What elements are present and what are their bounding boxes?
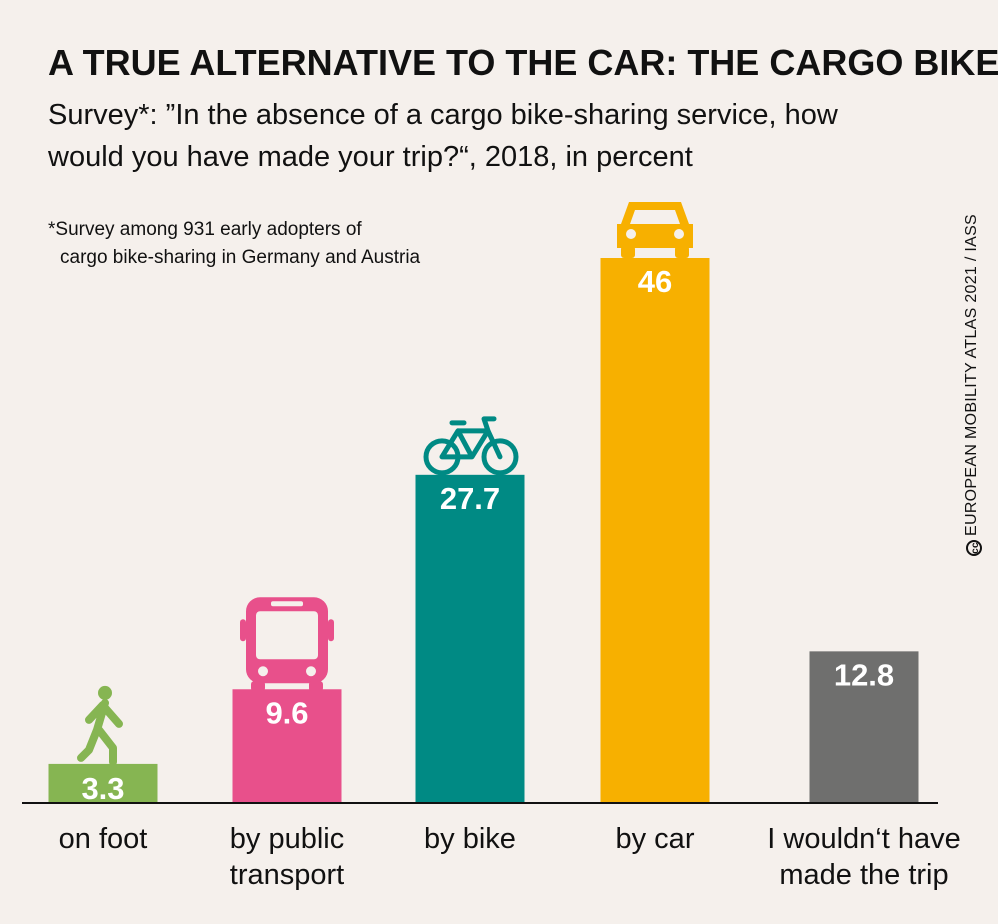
bar-group: 46 <box>600 202 710 803</box>
footnote-line-1: *Survey among 931 early adopters of <box>48 219 362 240</box>
bar-group: 3.3 <box>48 685 158 806</box>
category-label: made the trip <box>779 859 948 891</box>
car-icon <box>617 202 693 258</box>
bar-value-label: 3.3 <box>81 771 124 806</box>
bar-value-label: 46 <box>638 264 672 299</box>
bar <box>232 689 342 803</box>
category-label: by car <box>616 823 695 855</box>
category-label: by bike <box>424 823 516 855</box>
bar <box>415 474 525 803</box>
chart-title: A TRUE ALTERNATIVE TO THE CAR: THE CARGO… <box>48 42 998 83</box>
bus-icon <box>240 597 334 692</box>
bar-value-label: 9.6 <box>265 695 308 730</box>
pedestrian-icon <box>77 685 123 766</box>
category-label: I wouldn‘t have <box>767 823 960 855</box>
footnote-line-2: cargo bike-sharing in Germany and Austri… <box>60 247 421 268</box>
category-label: transport <box>230 859 344 891</box>
category-label: by public <box>230 823 344 855</box>
bar-value-label: 27.7 <box>440 481 500 516</box>
bar-group: 9.6 <box>232 597 342 803</box>
bicycle-icon <box>423 416 519 476</box>
bar-value-label: 12.8 <box>834 657 894 692</box>
chart-subtitle: Survey*: ”In the absence of a cargo bike… <box>48 99 838 173</box>
bar-group: 27.7 <box>415 416 525 803</box>
category-label: on foot <box>59 823 148 855</box>
bar-group: 12.8 <box>809 651 919 803</box>
bar <box>809 651 919 803</box>
bar <box>48 763 158 803</box>
bar <box>600 258 710 803</box>
footnote: *Survey among 931 early adopters of carg… <box>48 216 568 272</box>
